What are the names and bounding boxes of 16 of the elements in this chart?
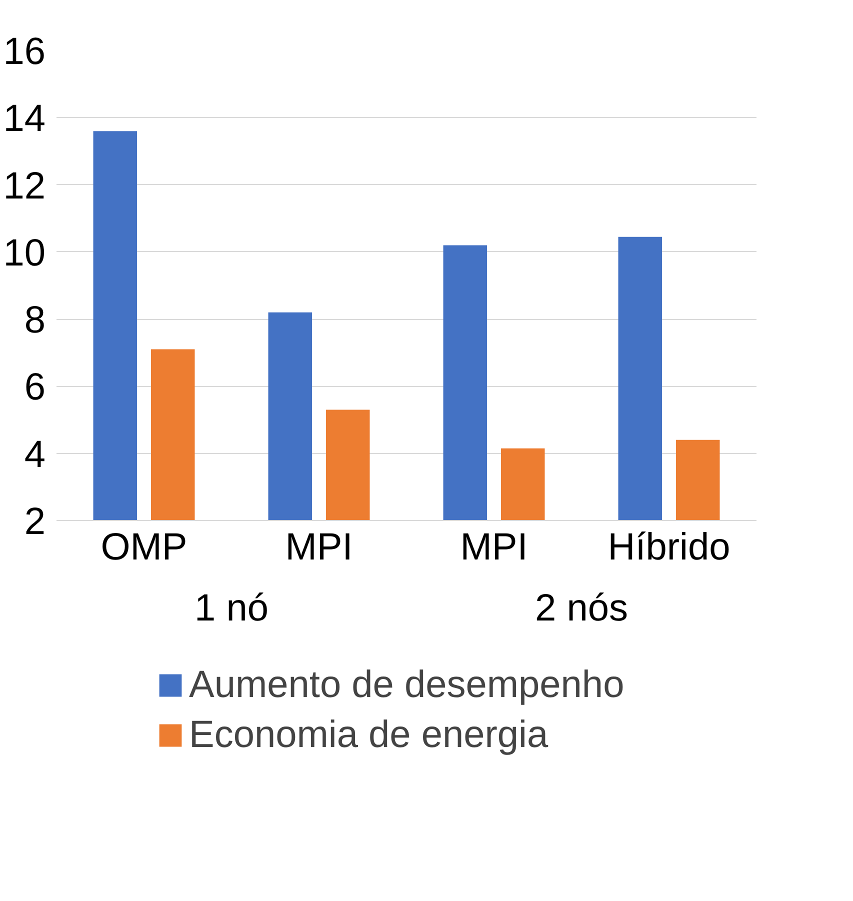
y-tick-label: 16 (3, 31, 46, 73)
x-tick-label: MPI (285, 526, 353, 568)
y-tick-label: 10 (3, 232, 46, 274)
y-tick-label: 2 (24, 501, 46, 543)
x-tick-label: OMP (100, 526, 188, 568)
y-tick-label: 8 (24, 300, 46, 342)
y-tick-label: 4 (24, 434, 46, 476)
text: 1 nó (194, 588, 268, 630)
y-tick-label: 14 (3, 98, 46, 140)
x-tick-label: Híbrido (608, 526, 730, 568)
text: 2 nós (535, 588, 628, 630)
legend-label: Aumento de desempenho (189, 663, 624, 707)
legend-label: Economia de energia (189, 713, 548, 757)
x-tick-label: MPI (460, 526, 528, 568)
y-tick-label: 12 (3, 165, 46, 208)
y-tick-label: 6 (24, 366, 46, 409)
